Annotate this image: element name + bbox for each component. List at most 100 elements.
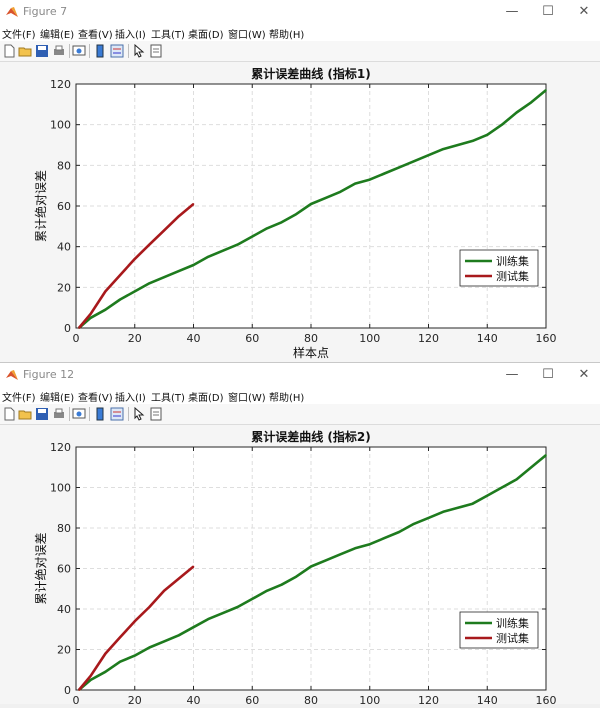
data-point [104, 652, 107, 655]
menu-help[interactable]: 帮助(H) [269, 393, 305, 404]
menu-file[interactable]: 文件(F) [2, 30, 36, 41]
data-point [133, 654, 136, 657]
data-point [119, 636, 121, 639]
menu-desktop[interactable]: 桌面(D) [188, 30, 224, 41]
y-axis-label: 累计绝对误差 [33, 532, 48, 604]
title-bar[interactable]: Figure 7 — ☐ ✕ [0, 0, 600, 24]
data-point [222, 249, 224, 252]
data-point [310, 565, 312, 568]
maximize-button[interactable]: ☐ [542, 367, 554, 382]
data-point [163, 276, 165, 278]
data-point [442, 511, 444, 513]
data-point [310, 203, 312, 205]
data-point [104, 290, 107, 293]
menu-insert[interactable]: 插入(I) [115, 30, 146, 41]
link-plot-icon[interactable] [72, 44, 86, 58]
chart-title: 累计误差曲线 (指标2) [251, 429, 371, 444]
menu-file[interactable]: 文件(F) [2, 393, 36, 404]
menu-view[interactable]: 查看(V) [78, 393, 113, 404]
menu-desktop[interactable]: 桌面(D) [188, 393, 224, 404]
menu-tools[interactable]: 工具(T) [151, 30, 185, 41]
legend-icon[interactable] [110, 44, 124, 58]
menu-tools[interactable]: 工具(T) [151, 393, 185, 404]
data-point [78, 327, 80, 329]
x-tick-label: 80 [304, 332, 318, 345]
legend-label: 训练集 [496, 616, 529, 630]
y-tick-label: 20 [57, 281, 71, 294]
data-point [354, 547, 356, 550]
data-point [515, 478, 518, 481]
pointer-icon[interactable] [132, 407, 146, 421]
menu-view[interactable]: 查看(V) [78, 30, 113, 41]
open-folder-icon[interactable] [18, 44, 32, 58]
data-point [89, 675, 92, 677]
open-folder-icon[interactable] [18, 407, 32, 421]
data-point [104, 670, 107, 673]
y-tick-label: 100 [50, 482, 71, 495]
link-plot-icon[interactable] [72, 407, 86, 421]
maximize-button[interactable]: ☐ [542, 4, 554, 19]
y-tick-label: 40 [57, 241, 71, 254]
data-point [89, 312, 92, 315]
data-point [192, 626, 195, 629]
data-point [383, 537, 386, 539]
menu-edit[interactable]: 编辑(E) [40, 30, 75, 41]
data-point [471, 502, 474, 505]
data-point [471, 140, 474, 142]
menu-window[interactable]: 窗口(W) [228, 30, 266, 41]
data-point [207, 618, 209, 620]
data-point [251, 235, 254, 238]
toolbar-separator [69, 44, 70, 58]
data-point [457, 144, 459, 146]
title-bar[interactable]: Figure 12 — ☐ ✕ [0, 363, 600, 387]
legend-box [459, 611, 539, 649]
data-point [545, 89, 547, 91]
data-point [148, 646, 151, 649]
minimize-button[interactable]: — [505, 4, 519, 19]
data-point [78, 689, 80, 691]
data-point [148, 606, 151, 608]
property-editor-icon[interactable] [149, 407, 163, 421]
print-icon[interactable] [52, 407, 66, 421]
toolbar-separator [89, 44, 90, 58]
minimize-button[interactable]: — [505, 367, 519, 382]
data-point [427, 517, 430, 519]
data-point [398, 531, 400, 533]
data-point [427, 154, 430, 156]
data-point [530, 101, 533, 104]
data-point [251, 598, 254, 600]
menu-insert[interactable]: 插入(I) [115, 393, 146, 404]
menu-help[interactable]: 帮助(H) [269, 30, 305, 41]
figure-window-1: Figure 7 — ☐ ✕ 文件(F) 编辑(E) 查看(V) 插入(I) 工… [0, 0, 600, 362]
data-point [295, 575, 298, 578]
print-icon[interactable] [52, 44, 66, 58]
new-figure-icon[interactable] [2, 407, 16, 421]
data-point [383, 172, 386, 175]
colorbar-icon[interactable] [93, 44, 107, 58]
property-editor-icon[interactable] [149, 44, 163, 58]
close-button[interactable]: ✕ [578, 4, 590, 19]
menu-window[interactable]: 窗口(W) [228, 393, 266, 404]
colorbar-icon[interactable] [93, 407, 107, 421]
close-button[interactable]: ✕ [578, 367, 590, 382]
y-tick-label: 60 [57, 200, 71, 213]
figure-canvas: 0 20 40 60 80 100 120 140 160 0 20 40 60 80 100 120 累计误差… [0, 62, 600, 362]
pointer-icon[interactable] [132, 44, 146, 58]
save-icon[interactable] [35, 407, 49, 421]
data-point [192, 565, 195, 568]
x-tick-label: 60 [245, 332, 259, 345]
data-point [178, 215, 180, 217]
y-tick-label: 0 [64, 684, 71, 697]
data-point [192, 264, 195, 266]
data-point [266, 589, 268, 592]
legend-icon[interactable] [110, 407, 124, 421]
save-icon[interactable] [35, 44, 49, 58]
line-chart: 0 20 40 60 80 100 120 140 160020406080100120累计误差… [33, 66, 557, 360]
new-figure-icon[interactable] [2, 44, 16, 58]
menu-edit[interactable]: 编辑(E) [40, 393, 75, 404]
data-point [148, 243, 151, 246]
data-point [163, 229, 165, 232]
x-tick-label: 160 [536, 332, 557, 345]
line-chart: 0 20 40 60 80 100 120 140 160020406080100120累计误差… [33, 429, 557, 707]
